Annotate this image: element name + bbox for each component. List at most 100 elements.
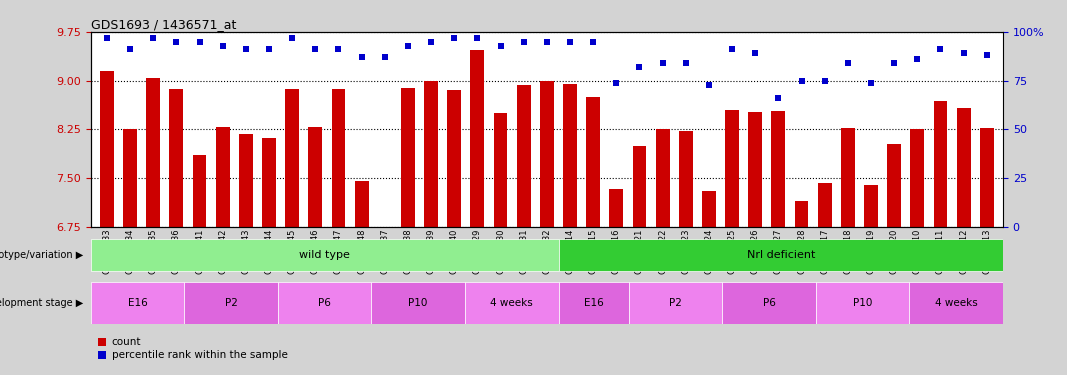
Point [840, 60, 857, 66]
Bar [424, 81, 439, 227]
Bar [471, 50, 484, 227]
Bar [980, 128, 993, 227]
Bar [378, 227, 392, 229]
Point [145, 35, 162, 41]
Bar [447, 90, 461, 227]
Point [678, 60, 695, 66]
Point [862, 80, 879, 86]
Point [468, 35, 485, 41]
Point [284, 35, 301, 41]
Point [631, 64, 648, 70]
Bar [887, 144, 902, 227]
Bar [354, 182, 368, 227]
Point [306, 46, 323, 53]
Text: E16: E16 [584, 298, 604, 308]
Point [423, 39, 440, 45]
Point [446, 35, 463, 41]
Bar [957, 108, 971, 227]
Bar [586, 97, 600, 227]
Point [931, 46, 949, 53]
Point [909, 56, 926, 62]
Bar [170, 89, 184, 227]
Point [700, 81, 717, 87]
Point [168, 39, 185, 45]
Bar [934, 101, 947, 227]
Bar [277, 282, 371, 324]
Legend: count, percentile rank within the sample: count, percentile rank within the sample [96, 335, 289, 363]
Bar [262, 138, 276, 227]
Bar [91, 282, 185, 324]
Bar [558, 239, 1003, 271]
Bar [841, 128, 855, 227]
Bar [540, 81, 554, 227]
Bar [192, 155, 207, 227]
Bar [609, 189, 623, 227]
Point [122, 46, 139, 53]
Text: E16: E16 [128, 298, 147, 308]
Point [353, 54, 370, 60]
Bar [516, 85, 530, 227]
Bar [239, 134, 253, 227]
Text: 4 weeks: 4 weeks [935, 298, 977, 308]
Bar [722, 282, 816, 324]
Point [978, 52, 996, 58]
Bar [771, 111, 785, 227]
Point [538, 39, 555, 45]
Point [515, 39, 532, 45]
Text: genotype/variation ▶: genotype/variation ▶ [0, 250, 83, 260]
Point [561, 39, 578, 45]
Bar [123, 129, 137, 227]
Bar [726, 110, 739, 227]
Bar [909, 282, 1003, 324]
Bar [563, 84, 577, 227]
Bar [332, 89, 346, 227]
Bar [628, 282, 722, 324]
Bar [633, 146, 647, 227]
Point [492, 42, 509, 48]
Text: P2: P2 [669, 298, 682, 308]
Bar [185, 282, 277, 324]
Point [330, 46, 347, 53]
Bar [91, 239, 558, 271]
Bar [401, 88, 415, 227]
Bar [655, 129, 670, 227]
Bar [285, 89, 299, 227]
Point [747, 50, 764, 56]
Point [98, 35, 115, 41]
Point [654, 60, 671, 66]
Bar [308, 128, 322, 227]
Bar [816, 282, 909, 324]
Point [816, 78, 833, 84]
Bar [465, 282, 558, 324]
Text: P10: P10 [853, 298, 873, 308]
Point [770, 95, 787, 101]
Point [793, 78, 810, 84]
Text: GDS1693 / 1436571_at: GDS1693 / 1436571_at [91, 18, 236, 31]
Point [191, 39, 208, 45]
Point [260, 46, 277, 53]
Text: wild type: wild type [299, 250, 350, 260]
Point [214, 42, 232, 48]
Text: P6: P6 [318, 298, 331, 308]
Bar [702, 191, 716, 227]
Bar [494, 113, 508, 227]
Bar [748, 112, 762, 227]
Bar [910, 129, 924, 227]
Point [955, 50, 972, 56]
Bar [679, 130, 692, 227]
Point [377, 54, 394, 60]
Bar [146, 78, 160, 227]
Bar [371, 282, 465, 324]
Bar [795, 201, 809, 227]
Text: 4 weeks: 4 weeks [491, 298, 534, 308]
Bar [216, 128, 229, 227]
Text: P10: P10 [409, 298, 428, 308]
Text: P6: P6 [763, 298, 776, 308]
Point [585, 39, 602, 45]
Bar [100, 71, 114, 227]
Bar [864, 184, 878, 227]
Bar [558, 282, 628, 324]
Bar [817, 183, 831, 227]
Point [723, 46, 740, 53]
Point [237, 46, 254, 53]
